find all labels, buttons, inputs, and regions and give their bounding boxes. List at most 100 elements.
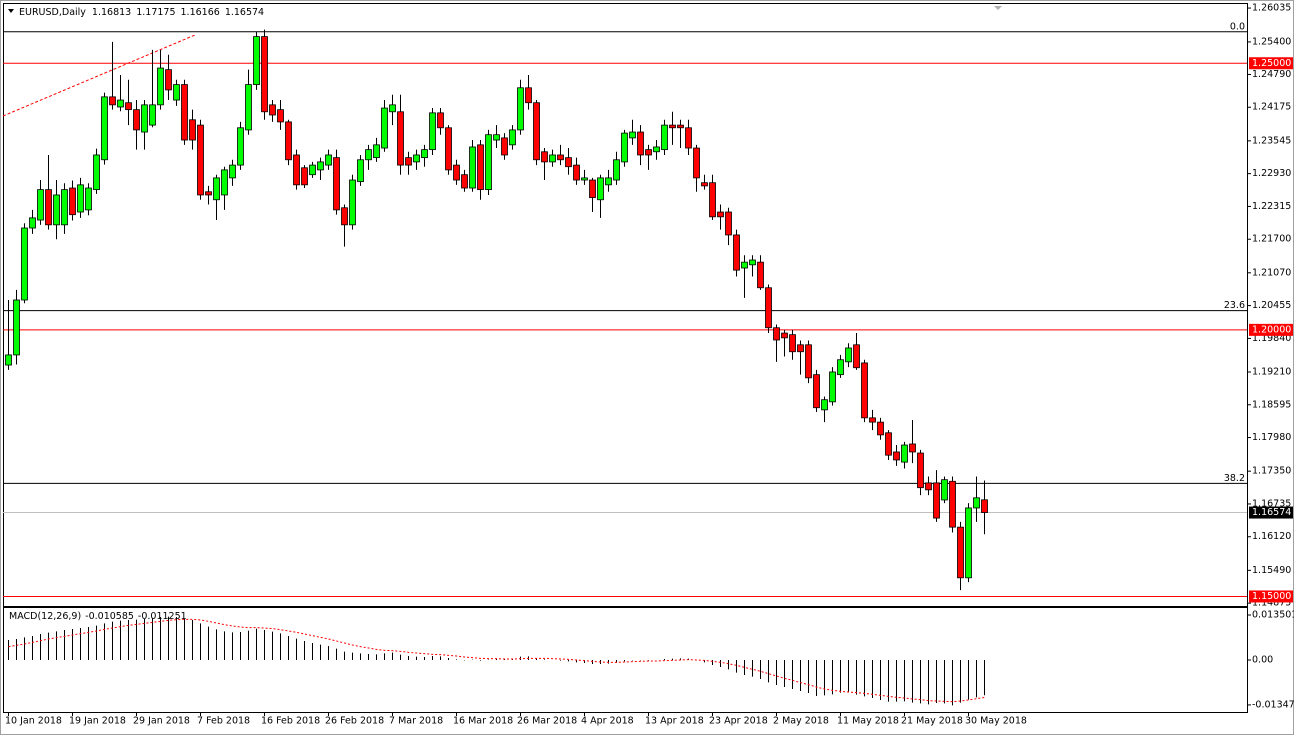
- candle-body: [61, 189, 68, 226]
- y-tick-label: 1.23545: [1252, 135, 1291, 146]
- candle-body: [469, 146, 476, 189]
- candle-body: [717, 211, 724, 218]
- candle-body: [781, 332, 788, 339]
- candle-body: [861, 362, 868, 419]
- level-tag: [1249, 590, 1293, 603]
- candle-body: [349, 179, 356, 226]
- candle-body: [829, 371, 836, 403]
- candle-body: [149, 104, 156, 126]
- candle-body: [917, 452, 924, 489]
- high-price: 1.17175: [136, 7, 175, 18]
- x-tick-label: 26 Feb 2018: [325, 716, 384, 727]
- candle-body: [757, 261, 764, 289]
- candle-body: [421, 149, 428, 159]
- candle-body: [333, 157, 340, 211]
- candle-body: [381, 107, 388, 149]
- candle-body: [477, 144, 484, 191]
- candle-body: [461, 174, 468, 189]
- y-tick-label: 1.16120: [1252, 531, 1291, 542]
- scroll-marker[interactable]: [994, 6, 1002, 10]
- candle-body: [325, 154, 332, 166]
- candle-body: [293, 154, 300, 186]
- candle-body: [77, 184, 84, 213]
- y-tick-label: 1.21700: [1252, 234, 1291, 245]
- y-tick-label: 1.17980: [1252, 432, 1291, 443]
- candle-body: [237, 127, 244, 166]
- main-panel: [3, 3, 1248, 607]
- candle-body: [373, 144, 380, 159]
- candle-body: [157, 67, 164, 106]
- candle-body: [605, 177, 612, 186]
- candle-body: [173, 84, 180, 101]
- candle-body: [933, 482, 940, 519]
- y-tick-label: 1.15490: [1252, 565, 1291, 576]
- candle-body: [365, 149, 372, 161]
- candle-body: [869, 417, 876, 423]
- candle-body: [805, 344, 812, 379]
- y-tick-label: 1.17350: [1252, 466, 1291, 477]
- candle-body: [221, 169, 228, 196]
- candle-body: [509, 129, 516, 146]
- close-price: 1.16574: [225, 7, 264, 18]
- candle-body: [189, 119, 196, 141]
- candle-body: [141, 104, 148, 133]
- current-price-label: 1.16574: [1252, 507, 1291, 518]
- candle-body: [557, 154, 564, 161]
- candle-body: [485, 134, 492, 191]
- signal-value: -0.011251: [138, 611, 187, 622]
- y-tick-label: 1.26035: [1252, 3, 1291, 14]
- candle-body: [389, 104, 396, 113]
- candle-body: [93, 154, 100, 191]
- candle-body: [517, 87, 524, 131]
- candle-body: [589, 179, 596, 199]
- candle-body: [669, 124, 676, 129]
- candle-body: [125, 102, 132, 111]
- x-tick-label: 2 May 2018: [773, 716, 829, 727]
- candle-body: [437, 112, 444, 129]
- signal-line: [8, 618, 985, 703]
- candle-body: [165, 69, 172, 91]
- candle-body: [413, 154, 420, 163]
- candle-body: [749, 259, 756, 266]
- candle-body: [341, 207, 348, 226]
- candle-body: [741, 261, 748, 269]
- candle-body: [637, 131, 644, 156]
- candle-body: [101, 96, 108, 161]
- open-price: 1.16813: [92, 7, 131, 18]
- y-tick-label: 1.14875: [1252, 598, 1291, 609]
- candle-body: [541, 151, 548, 163]
- symbol: EURUSD,Daily: [19, 7, 86, 18]
- y-tick-label: 1.21070: [1252, 267, 1291, 278]
- y-tick-label: 1.19210: [1252, 366, 1291, 377]
- candle-body: [597, 177, 604, 201]
- candle-body: [661, 124, 668, 151]
- candle-body: [613, 159, 620, 181]
- candle-body: [581, 177, 588, 181]
- y-tick-label: 1.25400: [1252, 36, 1291, 47]
- candle-body: [629, 131, 636, 139]
- candle-body: [405, 157, 412, 166]
- x-tick-label: 4 Apr 2018: [581, 716, 634, 727]
- y-tick-label: 1.22315: [1252, 201, 1291, 212]
- level-label: 1.15000: [1252, 591, 1291, 602]
- x-tick-label: 29 Jan 2018: [133, 716, 190, 727]
- candle-body: [893, 451, 900, 461]
- candle-body: [773, 327, 780, 341]
- candle-body: [285, 121, 292, 161]
- candle-body: [653, 146, 660, 153]
- candle-body: [901, 444, 908, 463]
- level-tag: [1249, 323, 1293, 336]
- candle-body: [13, 299, 20, 356]
- candle-body: [533, 102, 540, 161]
- candle-body: [789, 334, 796, 353]
- candle-body: [85, 187, 92, 211]
- candle-body: [453, 164, 460, 181]
- menu-arrow[interactable]: [8, 9, 14, 13]
- candle-body: [205, 191, 212, 196]
- candle-body: [69, 187, 76, 216]
- candle-body: [197, 124, 204, 196]
- macd-y-tick-label: 0.013501: [1252, 609, 1294, 620]
- candle-body: [45, 189, 52, 226]
- candle-body: [677, 124, 684, 129]
